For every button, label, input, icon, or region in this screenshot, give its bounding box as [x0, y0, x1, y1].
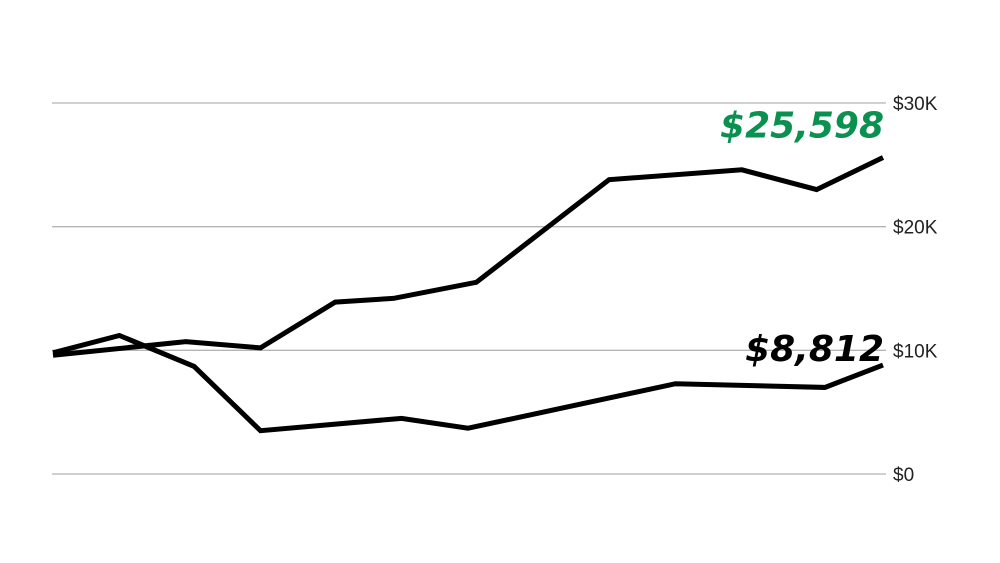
y-tick-label: $30K — [893, 94, 938, 115]
gridlines — [52, 102, 886, 475]
y-axis-ticks: $0 $10K $20K $30K — [893, 94, 938, 486]
series-line-1 — [52, 332, 884, 434]
y-tick-label: $0 — [893, 465, 914, 486]
y-tick-label: $10K — [893, 341, 938, 362]
y-tick-label: $20K — [893, 218, 938, 239]
end-value-label: $8,812 — [745, 329, 884, 370]
series-lines — [52, 155, 885, 434]
end-value-label: $25,598 — [720, 105, 884, 146]
end-labels: $25,598 $8,812 — [720, 105, 884, 370]
series-line-0 — [52, 155, 885, 358]
